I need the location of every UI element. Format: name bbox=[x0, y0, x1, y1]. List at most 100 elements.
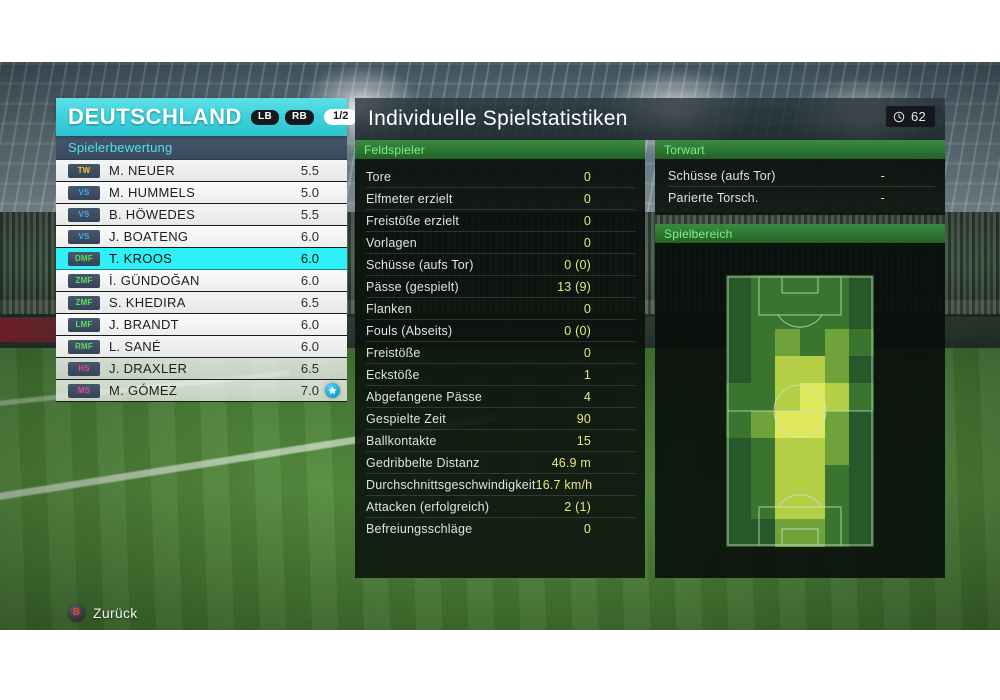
player-row[interactable]: DMF T. KROOS 6.0 bbox=[56, 248, 347, 270]
field-player-stat-row-label: Pässe (gespielt) bbox=[366, 279, 459, 294]
player-row[interactable]: ZMF S. KHEDIRA 6.5 bbox=[56, 292, 347, 314]
player-row[interactable]: HS J. DRAXLER 6.5 bbox=[56, 358, 347, 380]
back-button[interactable]: B Zurück bbox=[68, 604, 138, 621]
heatmap-cell bbox=[726, 356, 751, 384]
goalkeeper-stat-row-label: Parierte Torsch. bbox=[668, 191, 759, 205]
player-row[interactable]: VS B. HÖWEDES 5.5 bbox=[56, 204, 347, 226]
heatmap-section: Spielbereich bbox=[655, 224, 945, 578]
heatmap-cell bbox=[824, 410, 850, 438]
heatmap-cell bbox=[849, 519, 874, 547]
field-player-stat-row-label: Eckstöße bbox=[366, 367, 420, 382]
field-player-stat-row-value: 15 bbox=[576, 433, 591, 448]
heatmap-cell bbox=[849, 410, 874, 438]
lb-bumper-button[interactable]: LB bbox=[251, 109, 279, 125]
field-player-stat-row-value: 0 bbox=[583, 213, 591, 228]
field-player-section: Feldspieler Tore 0 Elfmeter erzielt 0 Freist… bbox=[355, 140, 645, 578]
team-name: DEUTSCHLAND bbox=[68, 104, 243, 129]
field-player-stat-row-label: Elfmeter erzielt bbox=[366, 191, 453, 206]
player-row[interactable]: MS M. GÓMEZ 7.0 bbox=[56, 380, 347, 402]
player-row[interactable]: VS M. HUMMELS 5.0 bbox=[56, 182, 347, 204]
heatmap-cell bbox=[824, 383, 850, 411]
pitch-line-markings bbox=[726, 275, 874, 547]
field-player-stat-row-value: 16.7 km/h bbox=[535, 477, 593, 492]
heatmap-cell bbox=[726, 274, 751, 302]
player-rating-subheader: Spielerbewertung bbox=[56, 136, 347, 160]
field-player-stat-row: Freistöße erzielt 0 bbox=[366, 210, 635, 232]
clock-icon bbox=[893, 111, 905, 122]
player-row[interactable]: VS J. BOATENG 6.0 bbox=[56, 226, 347, 248]
heatmap-cell bbox=[799, 356, 825, 384]
heatmap-cell bbox=[750, 410, 776, 438]
player-row[interactable]: RMF L. SANÉ 6.0 bbox=[56, 336, 347, 358]
field-player-stat-row-value: 0 bbox=[583, 522, 591, 536]
player-position-badge: RMF bbox=[68, 339, 100, 354]
stats-columns: Feldspieler Tore 0 Elfmeter erzielt 0 Freist… bbox=[355, 140, 945, 578]
field-player-stat-row-label: Schüsse (aufs Tor) bbox=[366, 257, 474, 272]
player-rating-list[interactable]: TW M. NEUER 5.5 VS M. HUMMELS 5.0 VS B. HÖWEDES… bbox=[56, 160, 347, 402]
heatmap-cell bbox=[750, 274, 776, 302]
field-player-stat-row: Durchschnittsgeschwindigkeit 16.7 km/h bbox=[366, 474, 635, 496]
heatmap-cell bbox=[849, 464, 874, 493]
field-player-stat-row: Flanken 0 bbox=[366, 298, 635, 320]
player-rating: 5.5 bbox=[300, 163, 319, 178]
player-name: M. NEUER bbox=[109, 163, 175, 178]
player-rating: 6.0 bbox=[300, 251, 319, 266]
rb-bumper-button[interactable]: RB bbox=[284, 109, 315, 125]
team-header-bar: DEUTSCHLAND LB RB 1/2 bbox=[56, 98, 358, 136]
player-rating: 6.0 bbox=[300, 317, 319, 332]
heatmap-cell bbox=[799, 519, 825, 547]
heatmap-cell bbox=[824, 492, 850, 520]
heatmap-cell bbox=[775, 437, 800, 465]
player-rating: 6.5 bbox=[300, 295, 319, 310]
field-player-stat-row: Ballkontakte 15 bbox=[366, 430, 635, 452]
player-position-badge: VS bbox=[68, 207, 100, 222]
heatmap-cell bbox=[799, 437, 825, 465]
field-player-stat-row: Abgefangene Pässe 4 bbox=[366, 386, 635, 408]
match-clock-value: 62 bbox=[910, 109, 926, 124]
player-rating-subheader-label: Spielerbewertung bbox=[68, 140, 173, 155]
player-position-badge: TW bbox=[68, 163, 100, 178]
field-player-stat-row-value: 0 bbox=[583, 169, 591, 184]
field-player-stat-row: Schüsse (aufs Tor) 0 (0) bbox=[366, 254, 635, 276]
heatmap-cell bbox=[849, 301, 874, 329]
field-player-stat-row: Vorlagen 0 bbox=[366, 232, 635, 254]
heatmap-cell bbox=[824, 356, 850, 384]
field-player-stat-row-value: 0 (0) bbox=[564, 257, 591, 272]
heatmap-cell bbox=[824, 301, 850, 329]
heatmap-cell bbox=[750, 356, 776, 384]
field-player-stat-row-label: Vorlagen bbox=[366, 235, 417, 250]
field-player-stat-row-label: Fouls (Abseits) bbox=[366, 323, 453, 338]
heatmap-cell bbox=[726, 492, 751, 520]
field-player-stat-row: Eckstöße 1 bbox=[366, 364, 635, 386]
man-of-the-match-star-icon bbox=[325, 383, 340, 398]
player-position-badge: VS bbox=[68, 185, 100, 200]
player-row[interactable]: ZMF İ. GÜNDOĞAN 6.0 bbox=[56, 270, 347, 292]
field-player-stat-row-label: Flanken bbox=[366, 301, 412, 316]
heatmap-cell bbox=[775, 519, 800, 547]
field-player-stat-row-label: Ballkontakte bbox=[366, 433, 437, 448]
player-position-badge: ZMF bbox=[68, 295, 100, 310]
heatmap-cell bbox=[726, 437, 751, 465]
field-player-stat-row: Attacken (erfolgreich) 2 (1) bbox=[366, 496, 635, 518]
player-name: S. KHEDIRA bbox=[109, 295, 186, 310]
player-name: J. BOATENG bbox=[109, 229, 189, 244]
field-player-stat-row: Fouls (Abseits) 0 (0) bbox=[366, 320, 635, 342]
field-player-stat-row: Elfmeter erzielt 0 bbox=[366, 188, 635, 210]
field-player-stat-row-value: 0 (0) bbox=[564, 323, 591, 338]
player-name: J. DRAXLER bbox=[109, 361, 188, 376]
heatmap-section-title: Spielbereich bbox=[664, 226, 733, 241]
player-row[interactable]: LMF J. BRANDT 6.0 bbox=[56, 314, 347, 336]
field-player-stat-row-value: 0 bbox=[583, 345, 591, 360]
field-player-stat-row: Befreiungsschläge 0 bbox=[366, 518, 635, 540]
field-player-section-title: Feldspieler bbox=[364, 142, 425, 157]
individual-stats-panel: Individuelle Spielstatistiken 62 Feldspi… bbox=[355, 98, 945, 578]
heatmap-cell bbox=[726, 464, 751, 493]
heatmap-cell bbox=[799, 492, 825, 520]
goalkeeper-stats-list: Schüsse (aufs Tor) - Parierte Torsch. - bbox=[655, 159, 945, 215]
field-player-stat-row: Freistöße 0 bbox=[366, 342, 635, 364]
heatmap-cell bbox=[726, 519, 751, 547]
field-player-stat-row-value: 1 bbox=[583, 367, 591, 382]
heatmap-cell bbox=[750, 519, 776, 547]
heatmap-cell bbox=[726, 410, 751, 438]
player-row[interactable]: TW M. NEUER 5.5 bbox=[56, 160, 347, 182]
